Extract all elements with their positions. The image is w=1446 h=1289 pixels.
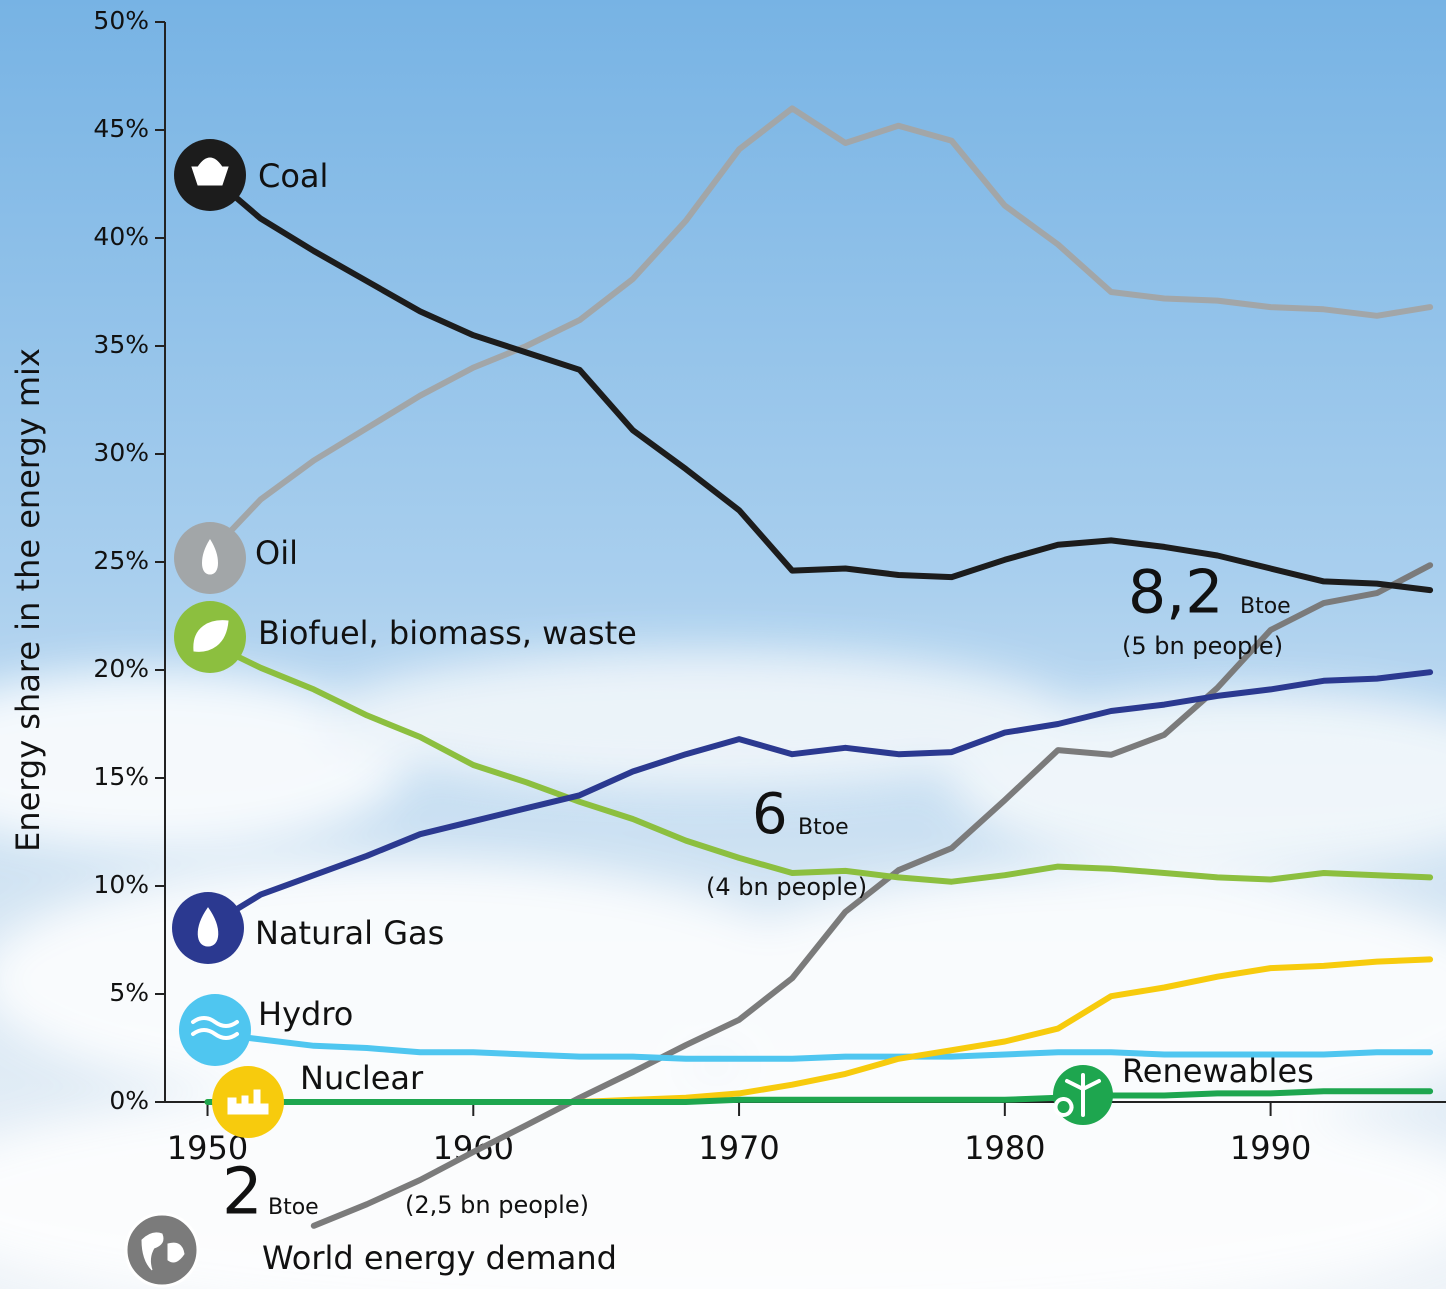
y-tick-label: 35% bbox=[93, 330, 149, 359]
y-tick-label: 50% bbox=[93, 6, 149, 35]
series-icon-glyph bbox=[197, 907, 219, 947]
series-tag: Renewables bbox=[1053, 1052, 1314, 1125]
series-line bbox=[204, 1088, 1434, 1105]
series-tag: Oil bbox=[174, 522, 298, 594]
series-tag: Biofuel, biomass, waste bbox=[174, 601, 637, 673]
annotation-note: (2,5 bn people) bbox=[405, 1191, 589, 1219]
series-line bbox=[204, 170, 1434, 594]
annotation-number: 8,2 bbox=[1128, 558, 1223, 628]
annotation-number: 2 bbox=[222, 1156, 263, 1230]
series-line bbox=[204, 669, 1434, 930]
series-icon bbox=[179, 994, 251, 1066]
series-label: Coal bbox=[258, 157, 328, 195]
series-label: Renewables bbox=[1122, 1052, 1314, 1090]
series-label: Biofuel, biomass, waste bbox=[258, 614, 637, 652]
series-icon bbox=[124, 1212, 200, 1288]
series-label: Oil bbox=[255, 534, 298, 572]
series-label: Hydro bbox=[258, 995, 353, 1033]
y-tick-label: 15% bbox=[93, 762, 149, 791]
series-line bbox=[204, 105, 1434, 559]
series-icon-glyph bbox=[191, 157, 229, 186]
y-tick-label: 30% bbox=[93, 438, 149, 467]
y-tick-label: 10% bbox=[93, 870, 149, 899]
series-label: Nuclear bbox=[300, 1059, 424, 1097]
annotation-note: (5 bn people) bbox=[1122, 632, 1283, 660]
series-icon-glyph bbox=[193, 620, 229, 652]
series-icon-glyph bbox=[191, 1016, 239, 1040]
annotation-unit: Btoe bbox=[268, 1195, 319, 1220]
series-icon-glyph bbox=[141, 1232, 185, 1271]
series-label: Natural Gas bbox=[255, 914, 444, 952]
y-tick-label: 45% bbox=[93, 114, 149, 143]
series-tag: World energy demand bbox=[124, 1212, 617, 1288]
x-tick-label: 1990 bbox=[1230, 1129, 1311, 1167]
annotation-note: (4 bn people) bbox=[706, 873, 867, 901]
series-label: World energy demand bbox=[262, 1239, 617, 1277]
x-tick-label: 1980 bbox=[964, 1129, 1045, 1167]
annotation-number: 6 bbox=[752, 782, 788, 847]
annotation-unit: Btoe bbox=[798, 815, 849, 840]
y-tick-label: 20% bbox=[93, 654, 149, 683]
series-line bbox=[204, 1029, 1434, 1062]
series-icon-glyph bbox=[227, 1089, 269, 1115]
x-tick-label: 1970 bbox=[698, 1129, 779, 1167]
y-tick-label: 0% bbox=[109, 1086, 149, 1115]
series-line bbox=[310, 562, 1434, 1229]
y-tick-label: 5% bbox=[109, 978, 149, 1007]
series-tag: Nuclear bbox=[212, 1059, 424, 1138]
series-line bbox=[204, 638, 1434, 885]
y-tick-label: 25% bbox=[93, 546, 149, 575]
y-axis-label: Energy share in the energy mix bbox=[9, 348, 47, 852]
series-tag: Coal bbox=[174, 139, 328, 211]
series-icon-glyph bbox=[1053, 1073, 1101, 1117]
series-tag: Hydro bbox=[179, 994, 353, 1066]
y-tick-label: 40% bbox=[93, 222, 149, 251]
series-icon-glyph bbox=[202, 539, 218, 575]
annotation-unit: Btoe bbox=[1240, 594, 1291, 619]
series-tag: Natural Gas bbox=[172, 892, 444, 964]
